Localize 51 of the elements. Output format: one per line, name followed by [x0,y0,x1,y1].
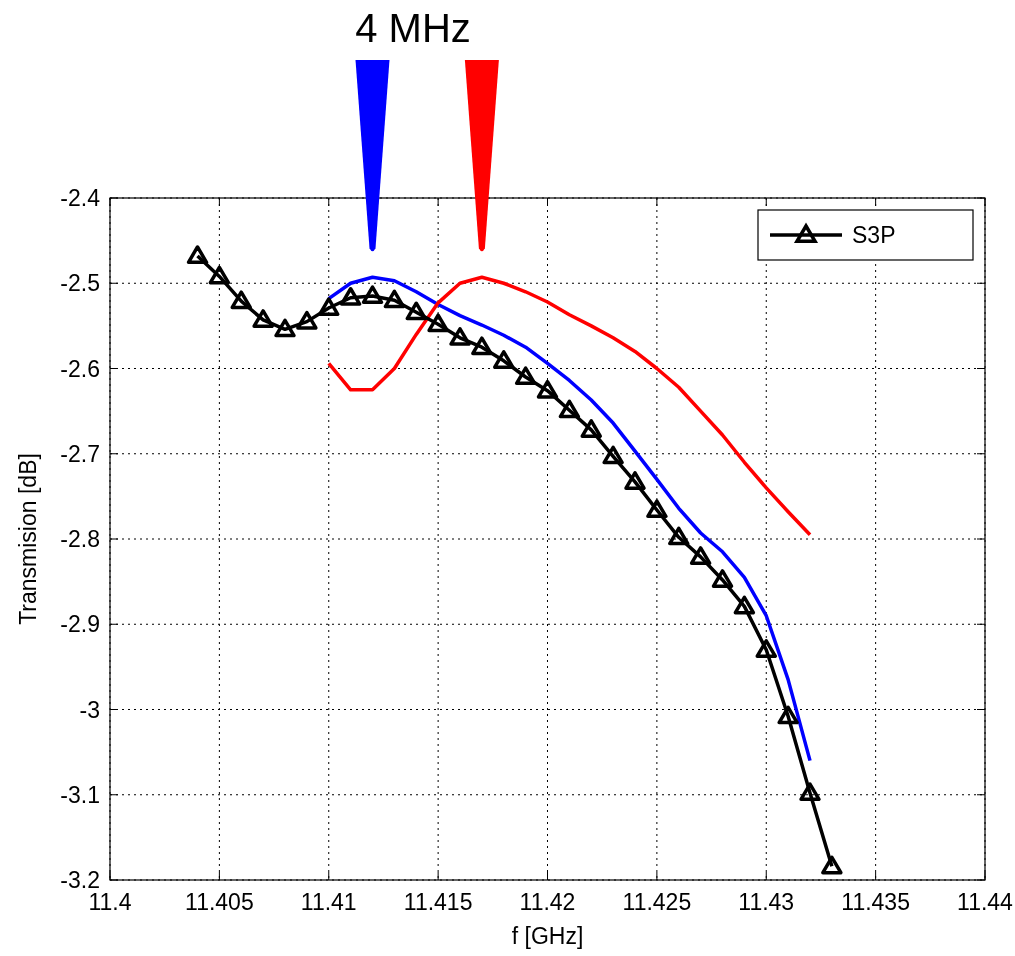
y-tick-label: -3.1 [60,781,100,808]
point [755,639,777,658]
point [514,366,537,386]
y-tick-label: -2.4 [60,185,101,211]
line-series [327,275,812,537]
x-axis-title: f [GHz] [511,923,584,949]
point [296,310,318,330]
point [471,336,493,356]
y-tick-label: -2.6 [60,355,100,382]
point [230,290,252,310]
x-tick-label: 11.415 [403,889,473,915]
point [624,471,646,490]
point [427,313,449,333]
point [646,499,668,519]
point [449,327,471,346]
point [777,705,799,725]
point [668,526,690,546]
y-axis-title: Transmision [dB] [15,453,41,625]
x-tick-label: 11.435 [841,889,910,915]
y-tick-label: -2.7 [60,440,100,467]
point [208,265,231,285]
x-tick-label: 11.425 [622,889,692,915]
point [493,350,515,369]
point [536,379,559,399]
point [689,546,712,565]
point [733,595,756,615]
point [339,286,362,306]
x-tick-label: 11.41 [300,889,357,915]
point [383,289,406,309]
point [361,285,384,305]
point [711,569,734,588]
point [602,445,624,465]
x-tick-label: 11.42 [519,889,576,915]
y-tick-label: -2.5 [60,270,100,297]
point [318,297,340,317]
point [186,245,209,265]
point [580,419,602,438]
legend-label: S3P [852,222,896,248]
x-tick-label: 11.44 [957,889,1014,915]
point [558,399,581,419]
x-tick-label: 11.405 [185,889,254,915]
text: 4 MHz [355,6,471,50]
point [405,301,427,321]
point [821,855,843,875]
y-tick-label: -2.9 [60,611,100,638]
point [274,318,296,338]
point [252,309,274,328]
point [799,782,821,802]
y-tick-label: -2.8 [60,526,100,552]
y-tick-label: -3 [79,696,100,723]
x-tick-label: 11.43 [738,889,795,915]
